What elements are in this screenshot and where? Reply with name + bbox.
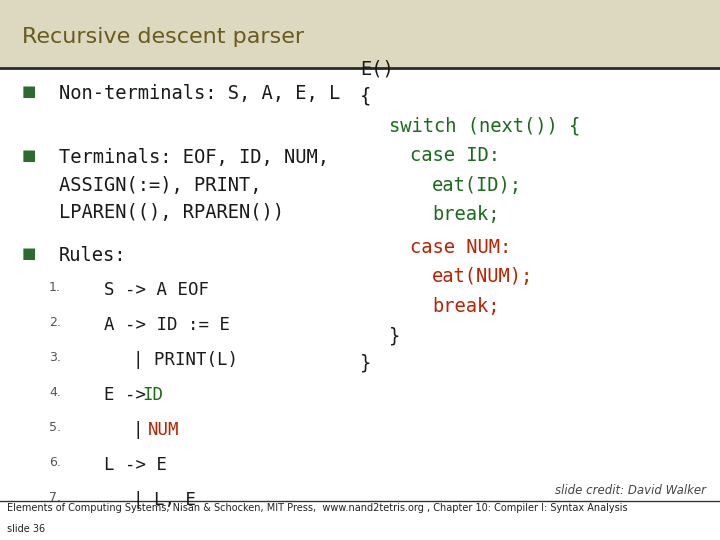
Text: case ID:: case ID: [410,146,500,165]
Text: switch (next()) {: switch (next()) { [389,116,580,135]
Text: }: } [389,327,400,346]
Text: 3.: 3. [49,351,60,364]
Text: break;: break; [432,297,500,316]
Text: A -> ID := E: A -> ID := E [104,316,230,334]
Text: NUM: NUM [148,421,180,439]
Text: Rules:: Rules: [59,246,127,265]
FancyBboxPatch shape [0,68,720,540]
Text: L -> E: L -> E [104,456,167,474]
Text: eat(ID);: eat(ID); [432,176,522,194]
Text: slide credit: David Walker: slide credit: David Walker [554,484,706,497]
Text: break;: break; [432,205,500,224]
Text: slide 36: slide 36 [7,524,45,534]
Text: E(): E() [360,59,394,78]
Text: |: | [133,421,154,439]
Text: Terminals: EOF, ID, NUM,
ASSIGN(:=), PRINT,
LPAREN((), RPAREN()): Terminals: EOF, ID, NUM, ASSIGN(:=), PRI… [59,148,329,222]
FancyBboxPatch shape [0,0,720,68]
Text: case NUM:: case NUM: [410,238,512,256]
Text: ■: ■ [22,246,36,261]
Text: | PRINT(L): | PRINT(L) [133,351,238,369]
Text: ■: ■ [22,148,36,164]
Text: Elements of Computing Systems, Nisan & Schocken, MIT Press,  www.nand2tetris.org: Elements of Computing Systems, Nisan & S… [7,503,628,514]
Text: ■: ■ [22,84,36,99]
Text: Recursive descent parser: Recursive descent parser [22,26,304,47]
Text: 1.: 1. [49,281,60,294]
Text: 5.: 5. [49,421,61,434]
Text: eat(NUM);: eat(NUM); [432,267,534,286]
Text: | L, E: | L, E [133,491,196,509]
Text: 4.: 4. [49,386,60,399]
Text: E ->: E -> [104,386,157,404]
Text: 7.: 7. [49,491,61,504]
Text: S -> A EOF: S -> A EOF [104,281,210,299]
Text: 2.: 2. [49,316,60,329]
Text: 6.: 6. [49,456,60,469]
Text: }: } [360,354,372,373]
Text: {: { [360,86,372,105]
Text: ID: ID [142,386,163,404]
Text: Non-terminals: S, A, E, L: Non-terminals: S, A, E, L [59,84,341,103]
